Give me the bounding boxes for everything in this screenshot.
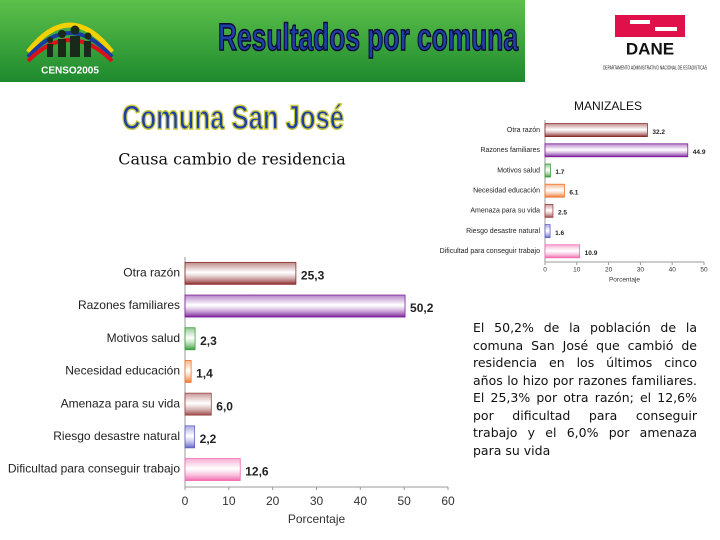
x-tick-label: 10	[222, 494, 236, 508]
x-axis-label: Porcentaje	[288, 512, 346, 526]
category-label: Razones familiares	[78, 298, 180, 312]
category-label: Necesidad educación	[473, 188, 540, 195]
value-label: 50,2	[410, 301, 434, 315]
chart-title: MANIZALES	[574, 99, 642, 113]
bar	[544, 183, 565, 198]
x-tick-label: 20	[266, 494, 280, 508]
category-label: Dificultad para conseguir trabajo	[8, 462, 180, 476]
description: El 50,2% de la población de la comuna Sa…	[473, 320, 697, 458]
x-tick-label: 30	[637, 267, 645, 274]
censo-logo: CENSO2005	[26, 22, 114, 77]
category-label: Dificultad para conseguir trabajo	[440, 248, 540, 255]
category-label: Otra razón	[507, 127, 540, 134]
value-label: 25,3	[301, 269, 325, 283]
x-tick-label: 50	[700, 267, 708, 274]
bar	[184, 392, 212, 416]
bar	[184, 327, 196, 351]
category-label: Motivos salud	[107, 331, 180, 345]
value-label: 2,3	[200, 334, 217, 348]
agency-name: DEPARTAMENTO ADMINISTRATIVO NACIONAL DE …	[603, 65, 707, 71]
value-label: 1.6	[555, 230, 564, 237]
bar	[184, 425, 196, 449]
bar	[544, 224, 551, 239]
comuna-title: Comuna San José	[122, 99, 344, 137]
value-label: 1,4	[196, 367, 213, 381]
value-label: 32.2	[652, 129, 665, 136]
category-label: Riesgo desastre natural	[53, 429, 180, 443]
value-label: 6.1	[569, 189, 578, 196]
category-label: Razones familiares	[480, 147, 540, 154]
x-tick-label: 10	[573, 267, 581, 274]
category-label: Otra razón	[123, 266, 180, 280]
bar	[184, 294, 406, 318]
value-label: 2.5	[558, 210, 567, 217]
logo-text: CENSO2005	[41, 66, 99, 77]
category-label: Riesgo desastre natural	[466, 228, 540, 235]
x-tick-label: 0	[182, 494, 189, 508]
bar	[184, 360, 192, 383]
category-label: Necesidad educación	[65, 364, 180, 378]
value-label: 44.9	[693, 149, 706, 156]
bar	[544, 244, 581, 259]
x-axis-label: Porcentaje	[609, 277, 640, 284]
bar	[544, 123, 648, 137]
category-label: Motivos salud	[497, 167, 540, 174]
value-label: 12,6	[245, 465, 269, 479]
dane-logo: DANE	[615, 15, 685, 58]
value-label: 10.9	[585, 250, 598, 257]
x-tick-label: 60	[441, 494, 455, 508]
value-label: 6,0	[216, 399, 233, 413]
subtitle: Causa cambio de residencia	[118, 150, 346, 169]
x-tick-label: 0	[543, 267, 547, 274]
category-label: Amenaza para su vida	[61, 396, 181, 410]
agency: DANE	[626, 39, 674, 58]
bar	[544, 203, 554, 218]
bar	[184, 261, 297, 285]
bar	[544, 143, 689, 158]
category-label: Amenaza para su vida	[470, 208, 540, 215]
bar	[184, 458, 241, 481]
bar	[544, 163, 551, 178]
x-tick-label: 50	[397, 494, 411, 508]
x-tick-label: 40	[669, 267, 677, 274]
page-title: Resultados por comuna	[218, 17, 519, 59]
x-tick-label: 40	[354, 494, 368, 508]
x-tick-label: 20	[605, 267, 613, 274]
value-label: 1.7	[555, 169, 564, 176]
value-label: 2,2	[200, 432, 217, 446]
x-tick-label: 30	[310, 494, 324, 508]
